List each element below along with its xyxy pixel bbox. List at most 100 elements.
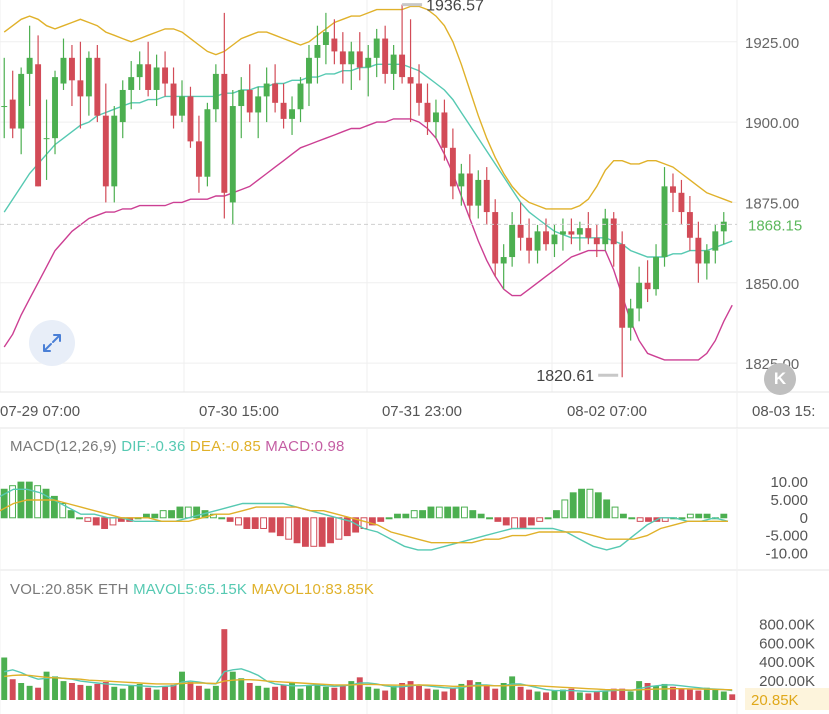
macd-bar	[569, 492, 577, 519]
macd-bar	[168, 510, 175, 519]
candle	[653, 244, 660, 296]
volume-bar	[661, 683, 668, 700]
candle-body	[43, 138, 50, 140]
volume-bar	[255, 685, 262, 700]
macd-grid	[0, 427, 829, 571]
candle-body	[593, 237, 600, 245]
expand-arrows-icon	[43, 334, 61, 352]
candle-body	[534, 231, 541, 251]
price-annotations: 1868.15 1936.57 1820.61	[0, 0, 803, 386]
candle-body	[229, 106, 236, 203]
candle-body	[255, 96, 262, 113]
candle	[458, 163, 465, 206]
macd-bar	[636, 517, 644, 522]
volume-bar	[136, 683, 143, 700]
candle	[314, 25, 321, 84]
candle-body	[306, 57, 312, 84]
volume-bar	[229, 671, 236, 700]
candle	[610, 212, 617, 267]
macd-tick-label: 0	[800, 510, 808, 527]
volume-bar	[348, 681, 355, 700]
candle-body	[102, 115, 109, 187]
volume-bar	[204, 688, 211, 700]
volume-bar	[712, 689, 719, 700]
volume-bar	[466, 680, 473, 700]
candle	[619, 231, 626, 378]
macd-dea-line	[0, 499, 728, 544]
macd-bar	[536, 517, 544, 522]
macd-tick-label: -10.00	[765, 545, 808, 562]
expand-chart-button[interactable]	[29, 320, 75, 366]
volume-bar	[610, 688, 617, 700]
volume-bar	[18, 683, 25, 700]
volume-bar	[653, 685, 660, 700]
macd-bar	[34, 485, 42, 519]
volume-bar	[212, 685, 219, 700]
candle-body	[187, 96, 194, 142]
candle	[534, 224, 541, 264]
candle-body	[136, 64, 143, 78]
candle-body	[416, 83, 422, 103]
candle	[229, 89, 236, 225]
mavol10-line	[4, 674, 733, 691]
kline-logo-icon[interactable]: K	[764, 363, 796, 395]
macd-value: MACD:0.98	[265, 438, 345, 455]
candle	[695, 221, 702, 283]
volume-bar	[720, 691, 727, 700]
volume-bar	[449, 687, 456, 700]
mavol10-value: MAVOL10:83.85K	[251, 581, 375, 598]
candle	[466, 154, 473, 219]
candle-body	[712, 231, 719, 251]
macd-bar	[619, 513, 627, 519]
macd-bar	[243, 517, 251, 529]
candle	[187, 86, 194, 148]
candle	[627, 298, 634, 341]
candle-body	[119, 89, 126, 123]
macd-bar	[184, 506, 192, 519]
candle-body	[212, 73, 219, 110]
candle	[576, 221, 583, 251]
bollinger-upper-line	[3, 5, 733, 210]
candle-body	[1, 106, 8, 108]
candle	[636, 266, 643, 322]
volume-bar	[314, 683, 321, 700]
candle-body	[35, 64, 42, 187]
macd-bar	[9, 485, 16, 519]
volume-bar	[145, 687, 152, 700]
candle-body	[195, 141, 202, 177]
macd-bar	[410, 510, 418, 519]
macd-bar	[42, 488, 50, 519]
macd-bar	[301, 517, 309, 547]
last-price-label: 1868.15	[748, 217, 802, 234]
macd-bar	[686, 513, 694, 519]
candle-body	[543, 231, 549, 245]
time-tick-label: 07-29 07:00	[0, 403, 80, 420]
volume-bar	[602, 690, 609, 700]
price-tick-label: 1925.00	[745, 35, 799, 52]
candle-body	[348, 51, 355, 65]
candle-body	[77, 80, 84, 97]
macd-bar	[678, 517, 686, 520]
macd-bar	[460, 506, 468, 519]
candle	[204, 102, 211, 187]
macd-bar	[628, 517, 636, 520]
volume-bar	[238, 678, 245, 700]
volume-bar	[339, 684, 346, 700]
candle-body	[585, 228, 592, 238]
kline-logo-label: K	[773, 369, 787, 388]
macd-bar	[218, 517, 226, 520]
macd-bar	[419, 510, 427, 519]
candle-body	[179, 96, 185, 116]
macd-bar	[335, 517, 343, 540]
macd-bar	[109, 517, 117, 526]
macd-bar	[720, 513, 728, 519]
macd-bar	[586, 488, 594, 519]
candle-body	[331, 38, 338, 52]
candle	[195, 115, 202, 193]
volume-bar	[678, 688, 685, 700]
volume-bar	[85, 685, 92, 700]
volume-bar	[526, 689, 533, 700]
candle-body	[272, 83, 279, 103]
macd-bar	[561, 499, 569, 519]
candle	[500, 244, 507, 290]
